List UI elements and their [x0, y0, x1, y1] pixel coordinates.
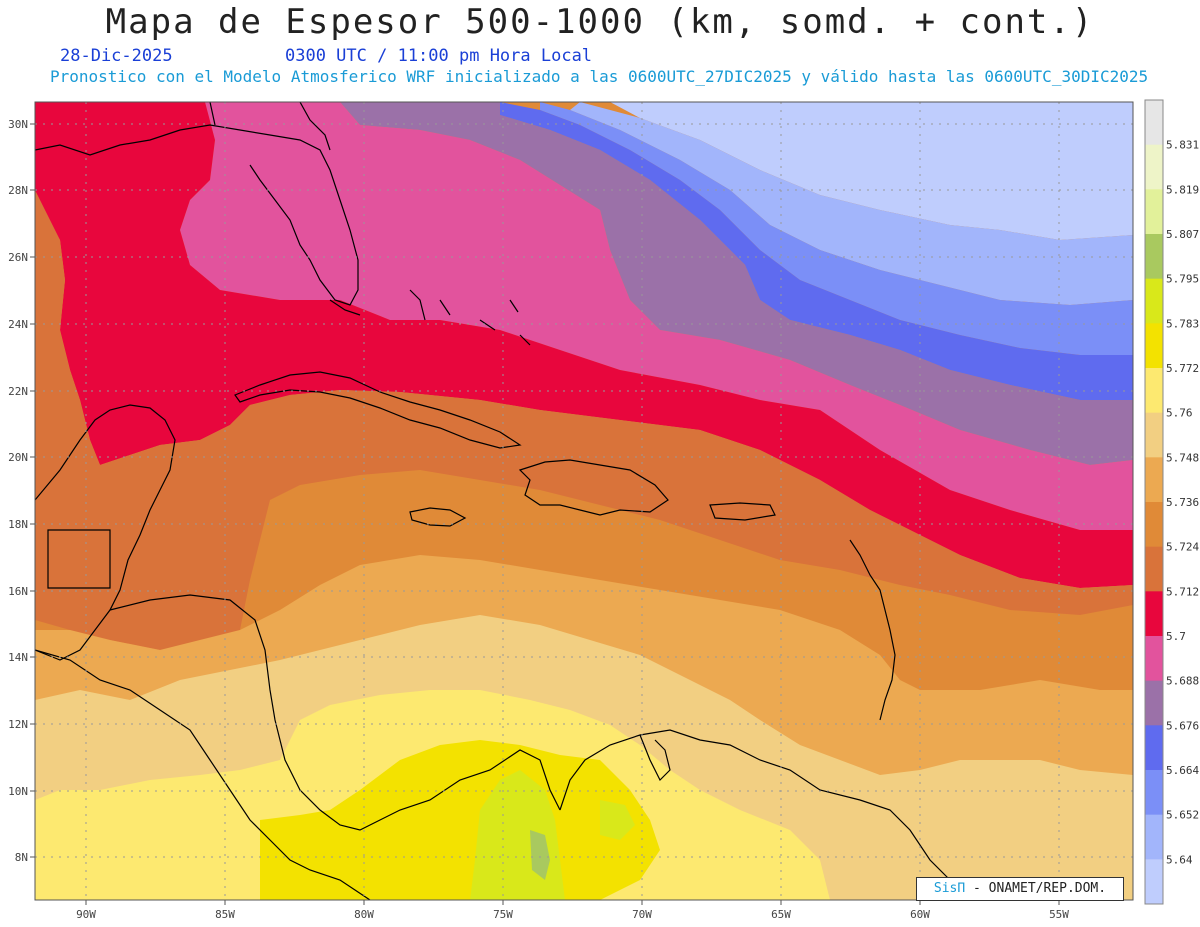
colorbar-swatch — [1145, 368, 1163, 414]
thickness-fields — [35, 102, 1133, 900]
colorbar-swatch — [1145, 189, 1163, 235]
coast-central-america-pacific — [35, 649, 371, 900]
lat-label: 10N — [8, 785, 28, 798]
colorbar-label: 5.831 — [1166, 139, 1199, 152]
credit-box: SisΠ - ONAMET/REP.DOM. — [916, 877, 1124, 901]
coast-gulf-usa — [35, 124, 359, 306]
lon-labels: 90W 85W 80W 75W 70W 65W 60W 55W — [76, 908, 1069, 921]
colorbar-swatch — [1145, 680, 1163, 726]
colorbar-label: 5.664 — [1166, 764, 1199, 777]
forecast-subtitle: Pronostico con el Modelo Atmosferico WRF… — [50, 67, 1149, 86]
colorbar-label: 5.736 — [1166, 496, 1199, 509]
colorbar-swatch — [1145, 457, 1163, 503]
coast-bahamas — [409, 289, 531, 346]
colorbar-swatch — [1145, 100, 1163, 146]
colorbar-label: 5.724 — [1166, 541, 1199, 554]
lon-label: 70W — [632, 908, 652, 921]
colorbar-label: 5.712 — [1166, 585, 1199, 598]
coast-puerto-rico — [709, 502, 776, 521]
colorbar-swatch — [1145, 591, 1163, 637]
lat-label: 16N — [8, 585, 28, 598]
forecast-time: 0300 UTC / 11:00 pm Hora Local — [285, 46, 593, 66]
coast-south-america — [559, 729, 971, 900]
coastlines — [35, 102, 971, 900]
lat-label: 8N — [15, 851, 28, 864]
coast-florida-keys — [329, 299, 361, 316]
graticule — [35, 102, 1133, 900]
lat-label: 24N — [8, 318, 28, 331]
colorbar-swatch — [1145, 546, 1163, 592]
colorbar-swatch — [1145, 636, 1163, 682]
map-frame — [34, 101, 1134, 901]
coast-lake-maracaibo — [639, 734, 671, 782]
field-5783-east — [600, 800, 635, 840]
colorbar-label: 5.76 — [1166, 407, 1193, 420]
colorbar-label: 5.748 — [1166, 451, 1199, 464]
field-5712-west — [35, 190, 1133, 650]
coast-cuba — [234, 371, 522, 449]
colorbar: 5.831 5.819 5.807 5.795 5.783 5.772 5.76 5.748 5… — [1144, 99, 1199, 905]
field-5712 — [35, 102, 1133, 588]
colorbar-label: 5.783 — [1166, 317, 1199, 330]
field-5688 — [340, 102, 1133, 465]
lon-label: 55W — [1049, 908, 1069, 921]
colorbar-swatch — [1145, 144, 1163, 190]
colorbar-swatch — [1145, 725, 1163, 771]
coast-central-america — [109, 594, 561, 831]
lon-label: 80W — [354, 908, 374, 921]
colorbar-label: 5.676 — [1166, 719, 1199, 732]
coast-jamaica — [409, 507, 467, 527]
lat-label: 22N — [8, 385, 28, 398]
field-5640 — [610, 102, 1133, 240]
coast-lesser-antilles — [849, 539, 896, 721]
tick-marks — [30, 123, 1060, 905]
colorbar-swatch — [1145, 814, 1163, 860]
colorbar-swatch — [1145, 770, 1163, 816]
lat-label: 18N — [8, 518, 28, 531]
lat-label: 30N — [8, 118, 28, 131]
colorbar-swatch — [1145, 502, 1163, 548]
colorbar-swatch — [1145, 323, 1163, 369]
lat-label: 20N — [8, 451, 28, 464]
lat-label: 14N — [8, 651, 28, 664]
colorbar-swatch — [1145, 859, 1163, 905]
field-5676 — [500, 102, 1133, 400]
colorbar-label: 5.819 — [1166, 183, 1199, 196]
lon-label: 65W — [771, 908, 791, 921]
colorbar-label: 5.652 — [1166, 809, 1199, 822]
sispi-logo: SisΠ — [933, 881, 966, 896]
forecast-date: 28-Dic-2025 — [60, 46, 173, 66]
colorbar-label: 5.772 — [1166, 362, 1199, 375]
credit-text: - ONAMET/REP.DOM. — [965, 881, 1107, 896]
coast-mexico — [35, 404, 176, 661]
field-5652 — [570, 102, 1133, 305]
field-5664 — [540, 102, 1133, 355]
field-5700 — [180, 102, 1133, 530]
colorbar-label: 5.7 — [1166, 630, 1186, 643]
lat-labels: 30N 28N 26N 24N 22N 20N 18N 16N 14N 12N … — [8, 118, 28, 864]
colorbar-swatch — [1145, 234, 1163, 280]
coast-hispaniola — [518, 459, 669, 516]
lon-label: 85W — [215, 908, 235, 921]
colorbar-label: 5.64 — [1166, 853, 1193, 866]
lon-label: 90W — [76, 908, 96, 921]
colorbar-label: 5.795 — [1166, 273, 1199, 286]
map-title: Mapa de Espesor 500-1000 (km, somd. + co… — [105, 2, 1095, 42]
field-5795 — [530, 830, 550, 880]
colorbar-swatch — [1145, 278, 1163, 324]
colorbar-swatch — [1145, 412, 1163, 458]
lat-label: 12N — [8, 718, 28, 731]
lon-label: 75W — [493, 908, 513, 921]
border-guatemala — [47, 529, 111, 589]
lon-label: 60W — [910, 908, 930, 921]
lat-label: 28N — [8, 184, 28, 197]
coast-atlantic-usa — [209, 102, 331, 151]
colorbar-frame — [1144, 99, 1164, 905]
colorbar-label: 5.688 — [1166, 675, 1199, 688]
lat-label: 26N — [8, 251, 28, 264]
colorbar-label: 5.807 — [1166, 228, 1199, 241]
